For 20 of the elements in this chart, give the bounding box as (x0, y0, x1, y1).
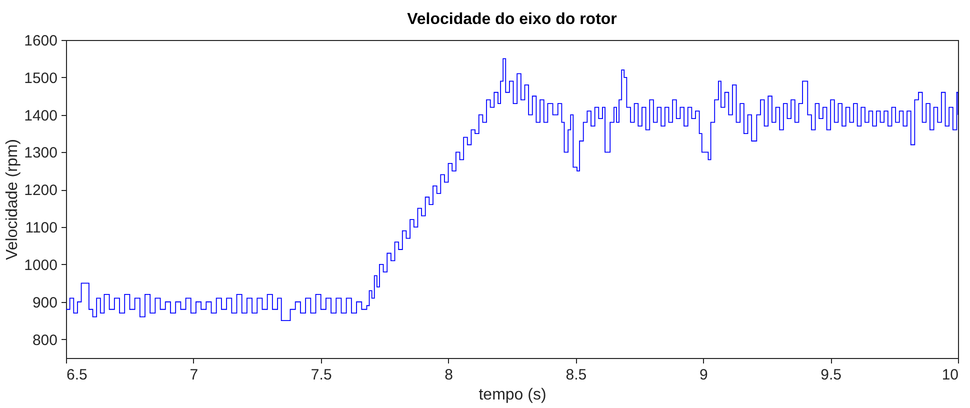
y-axis-title: Velocidade (rpm) (4, 139, 22, 260)
x-tick-label: 8.5 (566, 366, 587, 384)
x-tick-label: 7.5 (310, 366, 332, 384)
y-tick-label: 1000 (24, 256, 58, 274)
x-tick-label: 9 (699, 366, 708, 384)
y-tick-label: 1500 (24, 70, 58, 87)
x-tick-label: 10 (942, 366, 958, 384)
y-tick-label: 1100 (25, 220, 58, 237)
y-tick-label: 1200 (24, 182, 58, 200)
x-axis-title: tempo (s) (478, 386, 546, 404)
x-tick-label: 9.5 (820, 366, 842, 384)
y-tick-label: 800 (32, 332, 58, 349)
x-tick-label: 8 (444, 366, 453, 384)
x-tick-label: 7 (190, 366, 198, 384)
x-tick-label: 6.5 (66, 366, 88, 384)
y-tick-label: 1600 (24, 32, 58, 50)
y-tick-label: 1300 (24, 144, 58, 162)
y-tick-label: 900 (32, 294, 58, 312)
y-tick-label: 1400 (24, 107, 58, 124)
chart-title: Velocidade do eixo do rotor (407, 11, 617, 28)
